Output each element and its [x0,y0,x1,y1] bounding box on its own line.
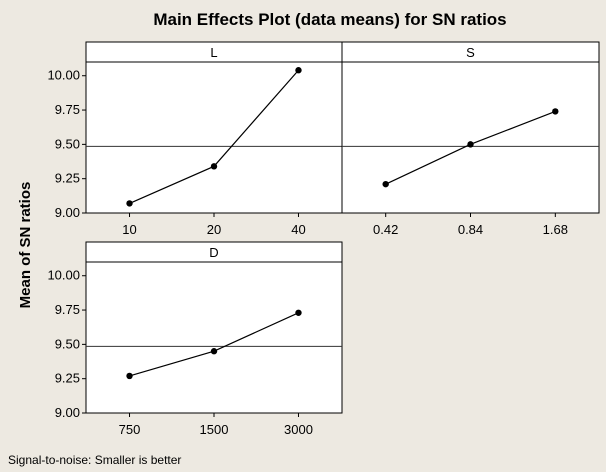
y-tick-label: 9.75 [55,102,80,117]
x-tick-label: 750 [119,422,141,437]
panel-strip-label: S [466,45,475,60]
chart-title: Main Effects Plot (data means) for SN ra… [153,10,506,29]
panel-strip [85,241,343,263]
x-tick-label: 0.42 [373,222,398,237]
data-point [126,200,133,207]
x-tick-label: 20 [207,222,221,237]
plot-area [85,61,343,214]
y-tick-label: 9.50 [55,336,80,351]
y-tick-label: 10.00 [47,68,80,83]
data-point [552,108,559,115]
panel-strip [341,41,600,63]
y-axis-label: Mean of SN ratios [17,182,34,309]
x-tick-label: 3000 [284,422,313,437]
panels-group: L 9.00 9.25 9.50 9.75 10.00 10 20 40 S 0.42 0.84 1.6… [47,41,600,437]
footnote: Signal-to-noise: Smaller is better [8,453,181,467]
y-tick-label: 9.75 [55,302,80,317]
x-tick-label: 1500 [200,422,229,437]
data-point [295,67,302,74]
panel-strip-label: D [209,245,218,260]
panel-strip-label: L [210,45,217,60]
panel-d: D 9.00 9.25 9.50 9.75 10.00 750 1500 3000 [47,241,343,437]
data-point [210,348,218,355]
x-tick-label: 0.84 [458,222,483,237]
plot-area [341,61,600,214]
y-tick-label: 9.00 [55,205,80,220]
data-point [382,180,389,188]
data-point [467,141,474,148]
data-point [295,309,302,316]
data-point [126,372,133,380]
y-tick-label: 9.50 [55,136,80,151]
y-tick-label: 10.00 [47,268,80,283]
y-tick-label: 9.25 [55,371,80,386]
x-tick-label: 1.68 [543,222,568,237]
data-point [210,163,218,170]
panel-s: S 0.42 0.84 1.68 [341,41,600,237]
x-tick-label: 40 [291,222,305,237]
x-tick-label: 10 [122,222,136,237]
panel-l: L 9.00 9.25 9.50 9.75 10.00 10 20 40 [47,41,343,237]
y-tick-label: 9.25 [55,171,80,186]
y-tick-label: 9.00 [55,405,80,420]
plot-area [85,261,343,414]
